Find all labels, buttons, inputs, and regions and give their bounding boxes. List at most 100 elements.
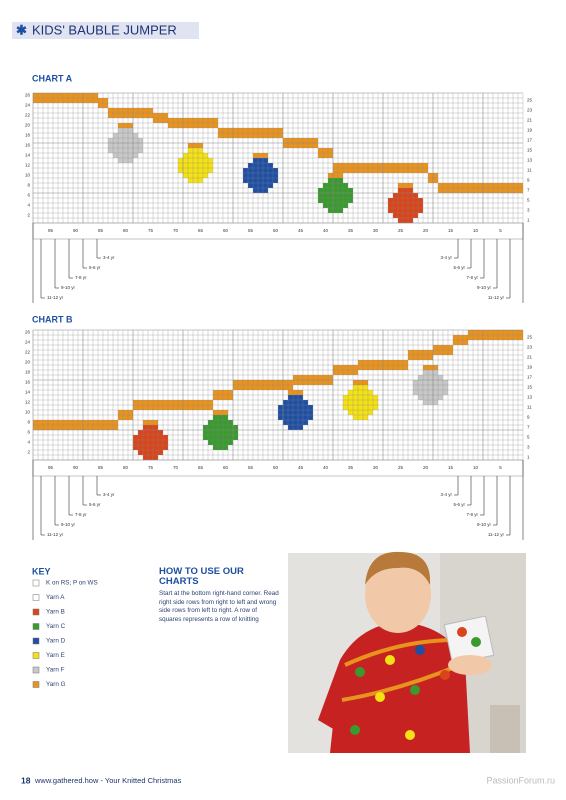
row-number: 10	[25, 410, 31, 415]
row-number: 20	[25, 360, 31, 365]
key-swatch	[32, 623, 40, 630]
how-to-use: HOW TO USE OUR CHARTS Start at the botto…	[159, 567, 279, 624]
column-number: 10	[473, 228, 479, 233]
stitch	[333, 163, 428, 168]
stitch	[178, 158, 213, 163]
stitch	[118, 410, 133, 415]
column-number: 45	[298, 228, 304, 233]
size-label: 7-8 yr	[75, 275, 87, 280]
row-number: 16	[25, 380, 31, 385]
header-title: KIDS' BAUBLE JUMPER	[32, 22, 177, 37]
column-number: 45	[298, 465, 304, 470]
size-label: 7-8 yr	[466, 275, 478, 280]
stitch	[133, 435, 168, 440]
column-number: 15	[448, 465, 454, 470]
key-label: Yarn D	[46, 638, 66, 645]
size-label: 3-4 yr	[440, 255, 452, 260]
key-swatch	[32, 681, 40, 688]
key-label: Yarn A	[46, 594, 65, 601]
column-number: 35	[348, 228, 354, 233]
column-number: 10	[473, 465, 479, 470]
stitch	[353, 415, 368, 420]
stitch	[143, 420, 158, 425]
stitch	[33, 93, 98, 98]
stitch	[218, 128, 283, 133]
row-number: 19	[527, 365, 533, 370]
key-label: Yarn F	[46, 667, 65, 674]
stitch	[288, 390, 303, 395]
stitch	[388, 208, 423, 213]
row-number: 8	[27, 183, 30, 188]
row-number: 20	[25, 123, 31, 128]
size-label: 5-6 yr	[89, 265, 101, 270]
row-number: 21	[527, 118, 533, 123]
row-number: 12	[25, 400, 31, 405]
stitch	[188, 178, 203, 183]
stitch	[318, 188, 353, 193]
stitch	[283, 420, 308, 425]
row-number: 4	[27, 440, 30, 445]
stitch	[203, 425, 238, 430]
knitting-chart	[32, 329, 524, 461]
stitch	[203, 430, 238, 435]
row-number: 19	[527, 128, 533, 133]
key-swatch	[32, 637, 40, 645]
row-number: 2	[27, 450, 30, 455]
photo	[288, 551, 526, 753]
stitch	[343, 400, 378, 405]
column-number: 80	[123, 228, 129, 233]
row-number: 16	[25, 143, 31, 148]
key-label: Yarn B	[46, 609, 65, 616]
column-number: 70	[173, 465, 179, 470]
stitch	[388, 198, 423, 203]
column-number: 15	[448, 228, 454, 233]
column-number: 75	[148, 465, 154, 470]
stitch	[153, 113, 168, 118]
stitch	[318, 193, 353, 198]
row-number: 18	[25, 370, 31, 375]
row-number: 26	[25, 330, 31, 335]
stitch	[153, 118, 168, 123]
stitch	[288, 425, 303, 430]
size-label: 3-4 yr	[103, 492, 115, 497]
stitch	[408, 355, 433, 360]
stitch	[133, 440, 168, 445]
key-label: Yarn E	[46, 652, 65, 659]
stitch	[288, 395, 303, 400]
stitch	[438, 183, 523, 188]
row-number: 24	[25, 103, 31, 108]
size-label: 11-12 yr	[488, 295, 505, 300]
page-number: 18	[21, 775, 31, 785]
stitch	[118, 415, 133, 420]
stitch	[278, 415, 313, 420]
stitch	[208, 440, 233, 445]
row-number: 15	[527, 148, 533, 153]
column-number: 30	[373, 465, 379, 470]
stitch	[283, 400, 308, 405]
key-swatch	[32, 594, 40, 601]
size-label: 9-10 yr	[477, 285, 492, 290]
how-to-text: Start at the bottom right-hand corner. R…	[159, 590, 279, 623]
stitch	[118, 158, 133, 163]
row-number: 26	[25, 93, 31, 98]
row-number: 5	[527, 435, 530, 440]
stitch	[138, 450, 163, 455]
size-label: 9-10 yr	[477, 522, 492, 527]
stitch	[328, 178, 343, 183]
column-number: 40	[323, 465, 329, 470]
key-label: K on RS; P on WS	[46, 580, 98, 587]
row-number: 15	[527, 385, 533, 390]
column-number: 65	[198, 228, 204, 233]
size-label: 5-6 yr	[453, 265, 465, 270]
row-number: 25	[527, 98, 533, 103]
stitch	[118, 128, 133, 133]
column-number: 75	[148, 228, 154, 233]
stitch	[318, 148, 333, 153]
stitch	[468, 330, 523, 335]
row-number: 9	[527, 178, 530, 183]
stitch	[393, 213, 418, 218]
key-swatch	[32, 608, 40, 616]
row-number: 21	[527, 355, 533, 360]
row-number: 1	[527, 218, 530, 223]
